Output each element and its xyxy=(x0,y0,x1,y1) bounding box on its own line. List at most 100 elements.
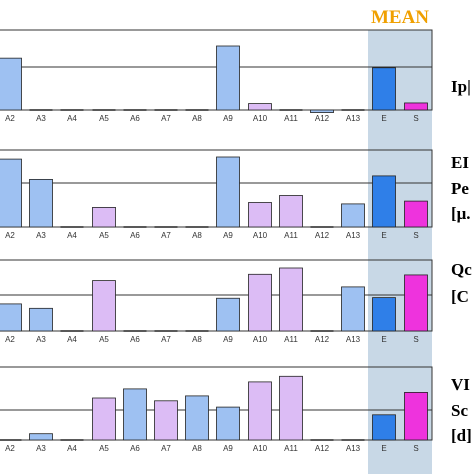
tick-label: E xyxy=(381,444,386,453)
bar-a11 xyxy=(279,267,303,332)
tick-label: A4 xyxy=(67,335,77,344)
bar-a9 xyxy=(216,297,240,332)
bar-a10 xyxy=(248,381,272,441)
tick-label: A6 xyxy=(130,114,140,123)
tick-label: A13 xyxy=(346,231,361,240)
tick-label: A7 xyxy=(161,114,171,123)
tick-label: A10 xyxy=(253,444,268,453)
bar-s xyxy=(404,200,428,228)
tick-label: A13 xyxy=(346,335,361,344)
tick-label: A11 xyxy=(284,231,298,240)
panel-frame xyxy=(0,29,433,111)
panel-frame xyxy=(0,366,433,441)
tick-label: A6 xyxy=(130,444,140,453)
bar-s xyxy=(404,102,428,111)
bar-a11 xyxy=(279,375,303,441)
bar-s xyxy=(404,274,428,332)
tick-label: A8 xyxy=(192,114,202,123)
tick-label: A7 xyxy=(161,444,171,453)
tick-label: E xyxy=(381,231,386,240)
tick-label: A3 xyxy=(36,444,46,453)
tick-label: A9 xyxy=(223,335,233,344)
tick-label: A8 xyxy=(192,231,202,240)
tick-label: A12 xyxy=(315,444,330,453)
tick-label: A11 xyxy=(284,114,298,123)
panel-label: Pe xyxy=(451,179,469,198)
panel-label: Ip| xyxy=(451,77,471,96)
tick-label: A7 xyxy=(161,335,171,344)
tick-label: A13 xyxy=(346,444,361,453)
bar-a7 xyxy=(154,400,178,441)
tick-label: A12 xyxy=(315,335,330,344)
tick-label: A3 xyxy=(36,231,46,240)
tick-label: A4 xyxy=(67,231,77,240)
bar-a2 xyxy=(0,158,22,228)
panel-label: [μ. xyxy=(451,204,471,223)
bar-a5 xyxy=(92,397,116,441)
tick-label: A4 xyxy=(67,114,77,123)
tick-label: A8 xyxy=(192,444,202,453)
tick-label: A10 xyxy=(253,231,268,240)
tick-label: A6 xyxy=(130,231,140,240)
bar-a3 xyxy=(29,433,53,441)
bar-a11 xyxy=(279,195,303,228)
tick-label: S xyxy=(413,444,418,453)
bar-a3 xyxy=(29,307,53,332)
tick-label: S xyxy=(413,335,418,344)
tick-label: A3 xyxy=(36,335,46,344)
tick-label: A5 xyxy=(99,335,109,344)
tick-label: A12 xyxy=(315,231,330,240)
bar-a10 xyxy=(248,273,272,332)
mean-label: MEAN xyxy=(371,7,429,28)
bar-a9 xyxy=(216,156,240,228)
panel-4: A2 A3 A4 A5 A6 A7 A8 A9 A10 A11 A12 A13 E S VI Sc [d] xyxy=(0,366,472,453)
tick-label: A9 xyxy=(223,444,233,453)
tick-label: S xyxy=(413,114,418,123)
tick-label: A3 xyxy=(36,114,46,123)
panel-1: A2 A3 A4 A5 A6 A7 A8 A9 A10 A11 A12 A13 E S Ip| xyxy=(0,29,471,123)
panel-label: Qc xyxy=(451,260,472,279)
bar-a9 xyxy=(216,45,240,111)
panel-label: [d] xyxy=(451,426,472,445)
bar-a8 xyxy=(185,395,209,441)
panel-label: VI xyxy=(451,375,470,394)
panel-2: A2 A3 A4 A5 A6 A7 A8 A9 A10 A11 A12 A13 E S EI Pe [μ. xyxy=(0,149,471,240)
bar-a5 xyxy=(92,206,116,228)
tick-label: A9 xyxy=(223,114,233,123)
panel-label: Sc xyxy=(451,401,468,420)
tick-label: A2 xyxy=(5,444,15,453)
tick-label: A10 xyxy=(253,114,268,123)
bar-a5 xyxy=(92,280,116,332)
bar-e xyxy=(372,414,396,441)
tick-label: A8 xyxy=(192,335,202,344)
tick-label: A11 xyxy=(284,444,298,453)
bar-e xyxy=(372,297,396,332)
tick-label: A5 xyxy=(99,444,109,453)
tick-label: A13 xyxy=(346,114,361,123)
bar-s xyxy=(404,391,428,441)
bar-e xyxy=(372,175,396,228)
tick-label: A5 xyxy=(99,114,109,123)
tick-label: A2 xyxy=(5,335,15,344)
tick-label: E xyxy=(381,114,386,123)
bar-a13 xyxy=(341,286,365,332)
panel-frame xyxy=(0,149,433,228)
panel-label: EI xyxy=(451,153,469,172)
tick-label: A6 xyxy=(130,335,140,344)
tick-label: E xyxy=(381,335,386,344)
panel-label: [C xyxy=(451,287,469,306)
tick-label: A4 xyxy=(67,444,77,453)
bar-a2 xyxy=(0,303,22,332)
tick-label: A5 xyxy=(99,231,109,240)
bar-a9 xyxy=(216,406,240,441)
bar-a12 xyxy=(310,109,334,113)
panels: A2 A3 A4 A5 A6 A7 A8 A9 A10 A11 A12 A13 E SIp|A2 A3 A4 A… xyxy=(0,29,472,453)
bar-a10 xyxy=(248,103,272,111)
bar-a10 xyxy=(248,202,272,228)
tick-label: A2 xyxy=(5,114,15,123)
bar-a13 xyxy=(341,203,365,228)
tick-label: A12 xyxy=(315,114,330,123)
bar-a3 xyxy=(29,178,53,228)
tick-label: A7 xyxy=(161,231,171,240)
